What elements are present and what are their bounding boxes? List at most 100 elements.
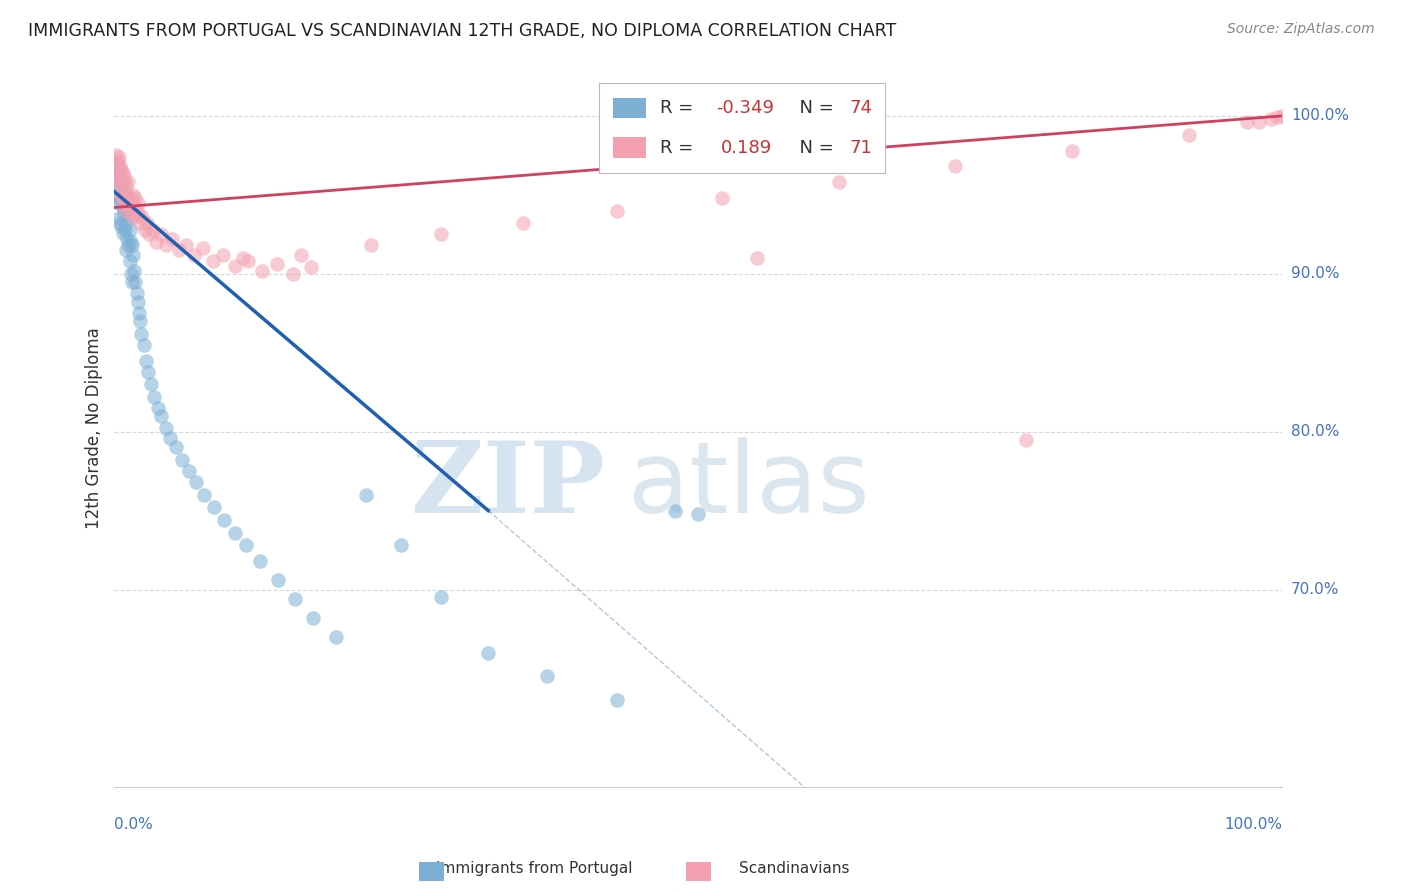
Text: 71: 71 [849, 138, 872, 156]
Text: 80.0%: 80.0% [1291, 424, 1339, 439]
Point [267, 573, 290, 587]
Point [117, 175, 139, 189]
Point [1271, 109, 1294, 123]
Point [122, 248, 145, 262]
Point [165, 441, 187, 455]
Point [664, 503, 686, 517]
Point [115, 180, 138, 194]
Point [193, 242, 215, 256]
Point [172, 453, 194, 467]
Point [118, 222, 141, 236]
Point [110, 219, 132, 234]
Point [284, 591, 307, 606]
Point [710, 191, 733, 205]
Point [122, 201, 145, 215]
Text: R =: R = [659, 138, 704, 156]
Point [142, 222, 165, 236]
Point [150, 409, 173, 423]
Point [135, 353, 157, 368]
Point [167, 243, 190, 257]
Text: N =: N = [789, 138, 839, 156]
Point [124, 275, 146, 289]
Point [212, 248, 235, 262]
Text: 70.0%: 70.0% [1291, 582, 1339, 597]
Point [302, 611, 325, 625]
Point [1014, 433, 1036, 447]
Point [115, 216, 138, 230]
Point [1178, 128, 1201, 142]
Point [105, 156, 128, 170]
Point [1260, 112, 1282, 126]
Point [179, 464, 201, 478]
Point [745, 251, 768, 265]
Point [827, 175, 849, 189]
Point [127, 295, 149, 310]
Point [114, 175, 136, 189]
Point [108, 175, 131, 189]
Point [107, 153, 129, 167]
Point [132, 338, 155, 352]
Text: R =: R = [659, 99, 699, 117]
Point [134, 222, 156, 236]
Point [117, 210, 139, 224]
Point [125, 285, 148, 300]
Point [688, 507, 710, 521]
Text: 100.0%: 100.0% [1225, 817, 1282, 832]
Point [139, 377, 162, 392]
Point [129, 326, 152, 341]
Bar [599, 83, 886, 173]
Point [1062, 144, 1084, 158]
Text: 74: 74 [849, 99, 872, 117]
Point [430, 227, 453, 242]
Point [186, 475, 208, 490]
Point [105, 180, 128, 194]
Point [183, 248, 205, 262]
Point [232, 251, 254, 265]
Point [430, 591, 453, 605]
Point [111, 166, 134, 180]
Point [112, 197, 135, 211]
Point [120, 267, 142, 281]
Point [117, 201, 139, 215]
Point [117, 238, 139, 252]
Point [129, 314, 152, 328]
Point [128, 207, 150, 221]
Point [160, 232, 183, 246]
Bar [613, 98, 645, 118]
Point [112, 185, 135, 199]
Point [108, 187, 131, 202]
Point [110, 172, 132, 186]
Point [193, 488, 215, 502]
Point [131, 210, 153, 224]
Point [224, 259, 246, 273]
Point [108, 164, 131, 178]
Point [110, 185, 132, 199]
Point [108, 150, 131, 164]
Point [112, 207, 135, 221]
Point [477, 646, 499, 660]
Point [202, 500, 225, 515]
Point [212, 513, 235, 527]
Point [115, 243, 138, 257]
Text: -0.349: -0.349 [716, 99, 773, 117]
Text: 90.0%: 90.0% [1291, 266, 1340, 281]
Point [122, 263, 145, 277]
Point [111, 226, 134, 240]
Point [114, 194, 136, 208]
Point [146, 401, 169, 415]
Point [118, 254, 141, 268]
Point [136, 216, 159, 230]
Point [107, 175, 129, 189]
Point [111, 175, 134, 189]
Point [115, 203, 138, 218]
Point [112, 169, 135, 183]
Point [105, 164, 128, 178]
Point [122, 210, 145, 224]
Point [124, 191, 146, 205]
Point [122, 187, 145, 202]
Point [129, 216, 152, 230]
Text: 0.0%: 0.0% [114, 817, 153, 832]
Text: IMMIGRANTS FROM PORTUGAL VS SCANDINAVIAN 12TH GRADE, NO DIPLOMA CORRELATION CHAR: IMMIGRANTS FROM PORTUGAL VS SCANDINAVIAN… [28, 22, 897, 40]
Point [117, 232, 139, 246]
Text: Immigrants from Portugal: Immigrants from Portugal [436, 861, 633, 876]
